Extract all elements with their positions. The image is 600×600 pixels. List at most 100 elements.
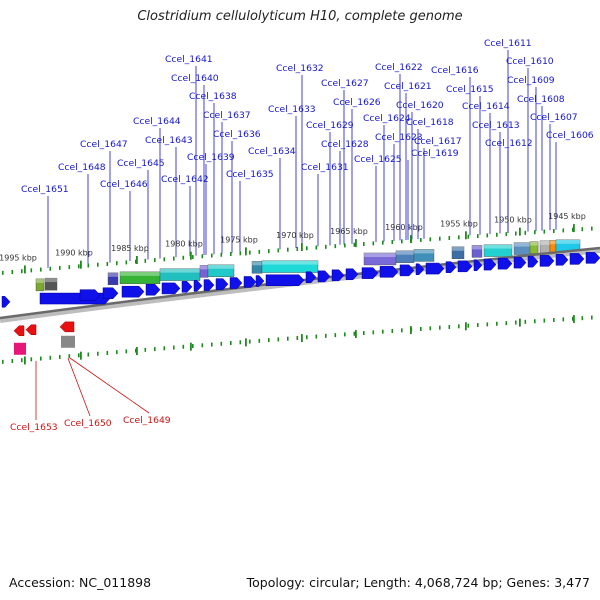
scale-tick-inner [268,338,270,343]
scale-tick-inner [306,335,308,340]
scale-tick-inner [448,325,451,330]
feature-box-shine [452,246,464,251]
scale-label: 1985 kbp [111,244,149,253]
gene-label: Ccel_1641 [165,54,213,65]
scale-tick [11,270,14,275]
forward-gene [1,296,11,308]
major-tick [465,231,467,240]
scale-tick-inner [201,343,204,348]
feature-box [107,272,119,286]
scale-tick [420,237,422,242]
scale-tick-inner [363,331,365,336]
scale-tick-inner [420,326,422,331]
gene-track [1,252,600,337]
scale-tick-inner [49,355,52,360]
major-tick-inner [573,315,575,324]
gene-label: Ccel_1632 [276,63,324,74]
forward-gene [317,270,331,283]
scale-tick-inner [458,324,460,329]
scale-tick-inner [173,345,175,350]
scale-tick [135,259,137,264]
scale-tick-inner [239,340,242,345]
major-tick [519,227,521,236]
scale-label: 1975 kbp [220,235,258,244]
scale-tick-inner [192,344,194,349]
major-tick [80,260,82,269]
gene-label: Ccel_1617 [414,136,462,147]
scale-tick [534,230,536,235]
scale-tick-inner [486,322,489,327]
scale-ticks: 1995 kbp 1990 kbp 1985 kbp 1980 kbp 1975 kbp… [0,212,593,365]
major-tick-inner [355,330,357,339]
feature-box [207,264,235,277]
major-tick [136,256,138,265]
scale-tick [486,233,489,238]
feature-box-shine [262,260,318,265]
gene-label: Ccel_1636 [213,129,261,140]
scale-tick-inner [125,349,128,354]
forward-gene [379,266,399,278]
major-tick-inner [136,347,138,356]
scale-tick-inner [106,350,109,355]
scale-tick [591,226,593,231]
gene-label: Ccel_1629 [306,120,354,131]
scale-tick-inner [467,323,470,328]
gene-label: Ccel_1619 [411,148,459,159]
feature-box [483,244,513,257]
scale-tick [277,248,280,253]
forward-gene [255,275,265,287]
feature-box [35,278,45,292]
scale-tick-inner [87,352,90,357]
scale-tick [524,230,527,235]
scale-tick [306,246,308,251]
scale-tick-inner [572,316,574,321]
scale-tick-inner [429,326,432,331]
scale-tick [344,243,346,248]
scale-tick [182,255,185,260]
scale-tick [230,252,232,257]
scale-tick-inner [2,359,4,364]
feature-box-shine [556,239,580,244]
scale-label: 1980 kbp [165,240,203,249]
gene-label-reverse: Ccel_1649 [123,415,171,426]
scale-tick-inner [401,328,403,333]
scale-tick-inner [382,329,384,334]
scale-tick-inner [163,346,166,351]
forward-gene [425,262,445,275]
scale-tick [220,252,223,257]
gene-label: Ccel_1648 [58,162,106,173]
scale-tick [401,239,403,244]
scale-tick-inner [59,354,61,359]
scale-tick [2,270,4,275]
gene-label: Ccel_1635 [226,169,274,180]
gene-label-reverse: Ccel_1653 [10,422,58,433]
major-tick [410,235,412,244]
scale-tick-inner [334,333,337,338]
feature-box-shine [472,245,482,250]
scale-tick-inner [249,339,251,344]
scale-tick-inner [287,336,289,341]
scale-tick-inner [515,320,517,325]
scale-tick-inner [496,321,498,326]
feature-box-shine [414,249,434,254]
scale-tick [296,246,299,251]
scale-tick-inner [258,338,261,343]
scale-tick-inner [534,319,536,324]
scale-label: 1990 kbp [55,249,93,258]
scale-tick-inner [296,335,299,340]
scale-tick-inner [68,354,71,359]
feature-box-shine [530,241,538,246]
forward-gene [361,267,379,279]
scale-tick-inner [230,341,232,346]
scale-tick-inner [477,323,479,328]
major-tick-inner [80,351,82,360]
accession-text: Accession: NC_011898 [9,575,152,590]
gene-label: Ccel_1624 [363,113,411,124]
scale-tick-inner [543,318,546,323]
scale-label: 1995 kbp [0,253,37,262]
feature-box-shine [252,261,262,266]
scale-tick-inner [97,351,99,356]
feature-box [261,260,319,273]
scale-tick-inner [154,347,156,352]
